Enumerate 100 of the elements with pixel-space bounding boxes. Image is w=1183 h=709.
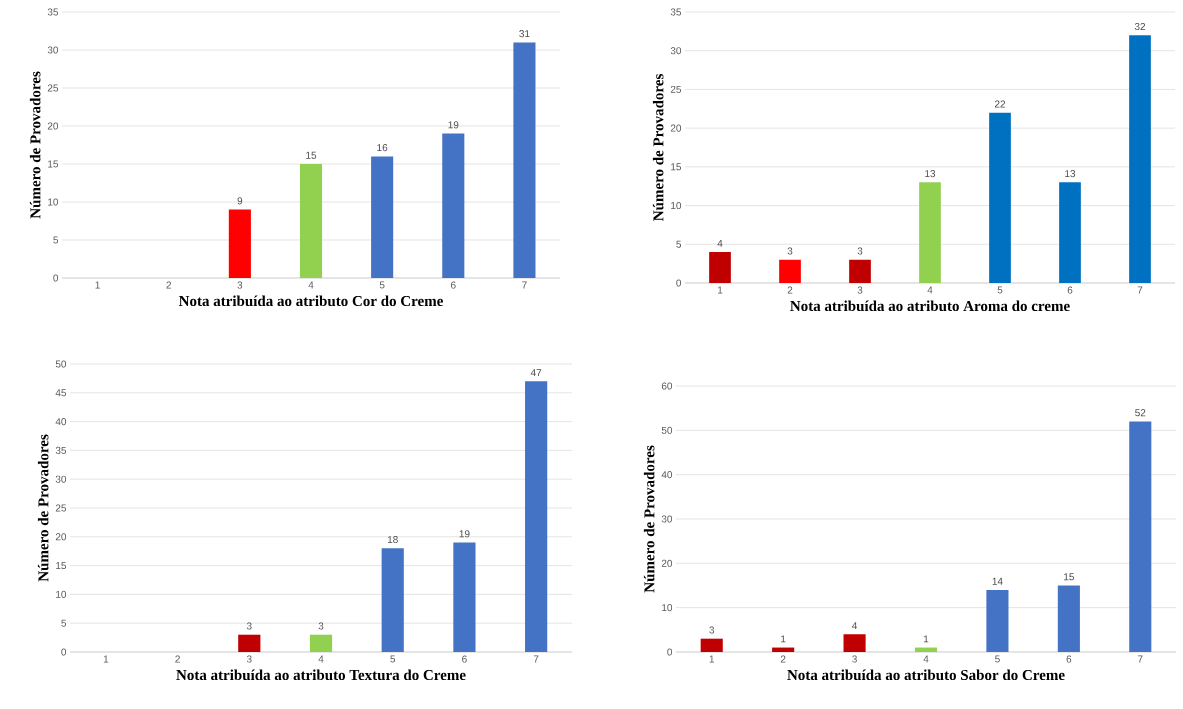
x-tick-label: 6 [1066, 655, 1072, 663]
x-tick-label: 3 [237, 281, 243, 289]
bar [1059, 182, 1081, 283]
x-tick-label: 6 [451, 281, 456, 289]
x-axis-title: Nota atribuída ao atributo Sabor do Creme [787, 669, 1065, 681]
data-label: 14 [992, 577, 1003, 585]
y-axis-title: Número de Provadores [29, 71, 41, 219]
x-tick-label: 1 [717, 286, 723, 294]
x-tick-label: 7 [533, 655, 539, 663]
data-label: 19 [459, 530, 470, 538]
y-tick-label: 25 [670, 85, 682, 93]
y-tick-label: 15 [56, 562, 67, 570]
x-tick-label: 1 [709, 655, 715, 663]
data-label: 3 [246, 622, 252, 630]
data-label: 3 [318, 622, 324, 630]
y-tick-label: 35 [47, 8, 59, 16]
y-tick-label: 5 [61, 619, 67, 627]
data-label: 47 [530, 369, 542, 377]
x-tick-label: 3 [857, 286, 863, 294]
x-tick-label: 3 [246, 655, 252, 663]
x-tick-label: 5 [379, 281, 385, 289]
y-tick-label: 10 [56, 590, 67, 598]
bar [772, 647, 795, 652]
y-tick-label: 45 [55, 389, 67, 397]
y-tick-label: 10 [662, 604, 673, 612]
bar [779, 259, 801, 283]
data-label: 15 [306, 151, 317, 159]
y-tick-label: 20 [670, 124, 682, 132]
data-label: 9 [237, 197, 243, 205]
data-label: 3 [709, 626, 715, 634]
y-tick-label: 30 [661, 515, 673, 523]
data-label: 16 [377, 144, 388, 152]
x-tick-label: 5 [997, 286, 1003, 294]
x-tick-label: 4 [923, 655, 929, 663]
y-tick-label: 25 [47, 84, 59, 92]
data-label: 15 [1064, 573, 1074, 581]
bar [1129, 35, 1151, 283]
x-tick-label: 4 [927, 286, 933, 294]
y-tick-label: 20 [661, 559, 673, 567]
y-axis-title: Número de Provadores [652, 74, 664, 221]
data-label: 3 [787, 247, 793, 255]
x-axis-title: Nota atribuída ao atributo Aroma do creme [790, 300, 1070, 312]
x-tick-label: 2 [787, 286, 793, 294]
bar [1129, 421, 1152, 652]
x-tick-label: 2 [780, 655, 786, 663]
data-label: 19 [448, 121, 459, 129]
y-tick-label: 10 [48, 198, 59, 206]
bar [843, 634, 866, 652]
bar [919, 182, 941, 283]
y-tick-label: 5 [676, 240, 682, 248]
bar [453, 542, 476, 652]
bar [914, 647, 938, 652]
bar [371, 156, 394, 278]
y-tick-label: 50 [661, 426, 673, 434]
bar [700, 638, 723, 652]
y-tick-label: 0 [667, 648, 673, 656]
data-label: 4 [717, 239, 723, 247]
data-label: 1 [923, 635, 929, 643]
x-tick-label: 2 [166, 281, 172, 289]
bar [525, 381, 548, 652]
x-tick-label: 3 [852, 655, 857, 663]
y-tick-label: 30 [55, 475, 67, 483]
y-axis-title: Número de Provadores [37, 434, 49, 582]
data-label: 52 [1135, 409, 1146, 417]
y-tick-label: 20 [55, 533, 67, 541]
y-tick-label: 10 [671, 202, 682, 210]
x-axis-title: Nota atribuída ao atributo Cor do Creme [178, 295, 443, 307]
bar [381, 548, 404, 652]
y-tick-label: 15 [48, 160, 59, 168]
y-tick-label: 35 [55, 446, 67, 454]
data-label: 31 [519, 30, 530, 38]
y-tick-label: 60 [661, 382, 673, 390]
x-tick-label: 1 [103, 655, 109, 663]
y-tick-label: 50 [55, 360, 67, 368]
bar [986, 589, 1009, 652]
bar [238, 634, 261, 652]
y-tick-label: 30 [47, 46, 59, 54]
data-label: 1 [781, 635, 786, 643]
x-tick-label: 7 [522, 281, 527, 289]
y-tick-label: 0 [61, 648, 67, 656]
x-tick-label: 4 [318, 655, 324, 663]
bar [299, 163, 323, 278]
x-tick-label: 5 [390, 655, 396, 663]
bar [849, 259, 871, 283]
x-tick-label: 6 [1067, 286, 1073, 294]
bar [709, 252, 731, 283]
y-tick-label: 25 [55, 504, 67, 512]
data-label: 18 [387, 536, 398, 544]
bar [1057, 585, 1080, 652]
x-tick-label: 7 [1138, 655, 1143, 663]
bar [228, 209, 251, 278]
x-tick-label: 4 [308, 281, 314, 289]
bar [989, 112, 1011, 283]
x-tick-label: 1 [95, 281, 100, 289]
data-label: 22 [994, 100, 1006, 108]
data-label: 32 [1134, 22, 1146, 31]
y-tick-label: 40 [661, 471, 673, 479]
y-tick-label: 15 [671, 163, 682, 171]
x-tick-label: 2 [175, 655, 180, 663]
data-label: 13 [1065, 170, 1076, 178]
